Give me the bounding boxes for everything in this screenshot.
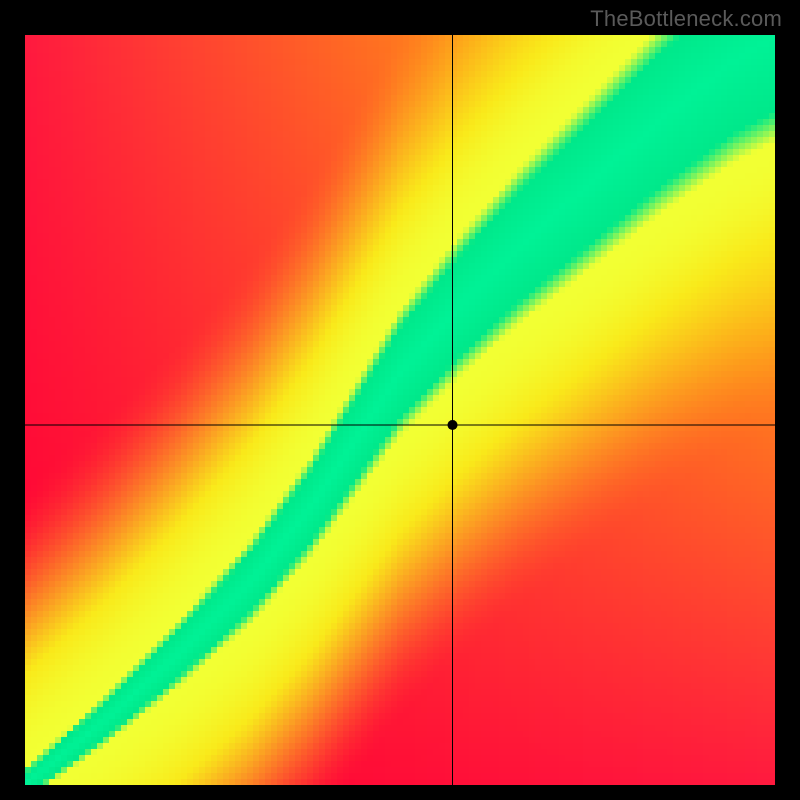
watermark-text: TheBottleneck.com <box>590 6 782 32</box>
chart-container: TheBottleneck.com <box>0 0 800 800</box>
heatmap-canvas <box>0 0 800 800</box>
